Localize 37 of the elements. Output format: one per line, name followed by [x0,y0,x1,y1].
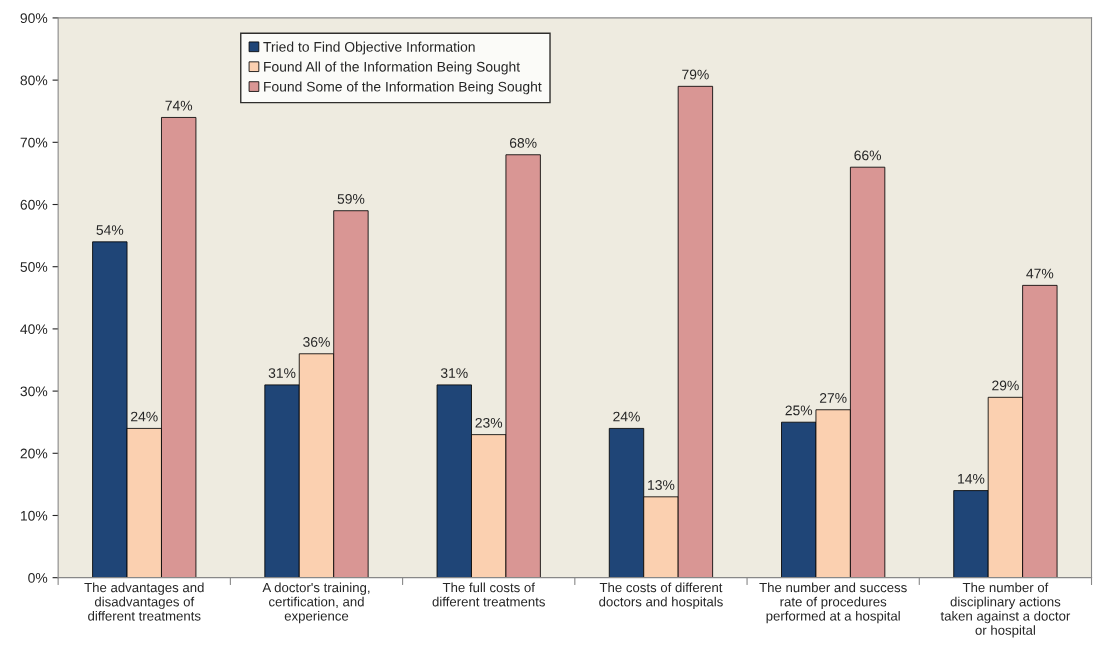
data-label: 59% [337,193,365,204]
x-tick-label: The costs of different doctors and hospitals [599,582,723,610]
data-label: 74% [165,100,193,111]
x-tick-label: The full costs of different treatments [432,582,545,607]
y-tick-label: 10% [20,510,48,521]
legend-label: Found Some of the Information Being Sought [264,81,542,95]
data-label: 66% [854,150,882,161]
data-label: 36% [303,337,330,347]
data-label: 27% [819,393,847,403]
data-label: 54% [96,225,124,235]
data-label: 25% [785,405,813,416]
data-label: 29% [992,380,1019,391]
data-label: 31% [440,368,468,378]
data-label: 31% [268,368,296,378]
y-tick-label: 90% [20,13,48,24]
legend-label: Found All of the Information Being Sought [264,61,520,75]
x-tick-label: The advantages and disadvantages of different treatments [84,582,204,621]
y-tick-label: 30% [20,386,48,397]
x-tick-label: The number and success rate of procedures performed at a hospital [759,582,907,624]
x-tick-label: A doctor's training, certification, and experience [262,582,370,624]
y-tick-label: 70% [20,137,48,148]
data-label: 24% [613,411,640,422]
data-label: 13% [648,480,675,490]
y-tick-label: 60% [20,199,48,210]
y-tick-label: 20% [20,448,48,459]
data-label: 79% [682,69,709,80]
data-label: 23% [475,417,503,428]
data-label: 14% [958,473,985,484]
data-label: 68% [509,138,537,148]
y-tick-label: 40% [20,324,48,335]
x-tick-label: The number of disciplinary actions taken against a doctor or hospital [940,582,1071,638]
y-tick-label: 80% [20,75,48,86]
y-tick-label: 0% [28,573,48,583]
y-tick-label: 50% [20,262,48,272]
data-label: 47% [1026,268,1054,279]
legend-label: Tried to Find Objective Information [263,41,475,55]
data-label: 24% [131,411,158,422]
